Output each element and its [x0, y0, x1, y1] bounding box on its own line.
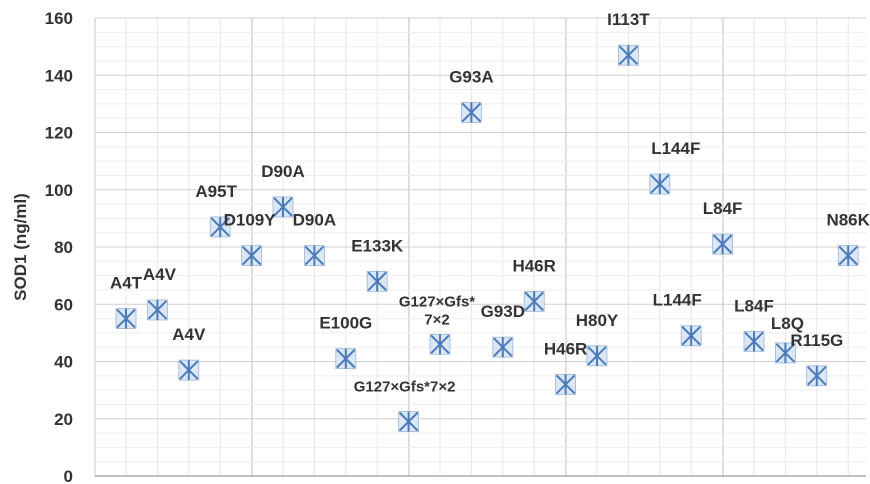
point-label: D90A — [293, 211, 336, 230]
point-labels: A4T A4VA4VA95TD109YD90AD90AE100GE133KG127… — [110, 10, 870, 395]
y-tick-label: 0 — [64, 467, 73, 484]
point-label: I113T — [607, 10, 650, 29]
data-point — [649, 173, 671, 195]
point-label: D90A — [261, 162, 304, 181]
data-points — [115, 44, 859, 433]
point-label: G93A — [449, 67, 493, 86]
point-label: L8Q — [771, 314, 804, 333]
data-point — [806, 365, 828, 387]
point-label: R115G — [790, 331, 843, 350]
point-label: H46R — [544, 339, 587, 358]
point-label: G127×Gfs* — [399, 293, 475, 310]
data-point — [680, 325, 702, 347]
point-label: L84F — [734, 296, 774, 315]
data-point — [492, 336, 514, 358]
data-point — [115, 308, 137, 329]
data-point — [775, 342, 796, 364]
data-point — [712, 233, 733, 255]
y-tick-label: 100 — [45, 181, 73, 200]
data-point — [460, 102, 482, 123]
point-label-line2: 7×2 — [424, 311, 449, 328]
point-label: A95T — [195, 182, 237, 201]
point-label: A4V — [143, 265, 177, 284]
y-tick-label: 20 — [54, 410, 73, 429]
data-point — [555, 373, 576, 395]
point-label: D109Y — [224, 211, 277, 230]
point-label: E133K — [351, 236, 404, 255]
point-label: G93D — [481, 302, 525, 321]
data-point — [272, 196, 294, 218]
y-tick-label: 140 — [45, 66, 73, 85]
y-tick-label: 40 — [54, 353, 73, 372]
data-point — [303, 245, 325, 266]
y-tick-labels: 0 20 40 60 80 100 120 140 160 — [45, 9, 73, 484]
y-tick-label: 160 — [45, 9, 73, 28]
data-point — [209, 216, 231, 238]
point-label: G127×Gfs*7×2 — [354, 379, 456, 396]
data-point — [743, 331, 765, 352]
data-point — [586, 345, 608, 367]
y-tick-label: 120 — [45, 124, 73, 143]
point-label: A4V — [172, 325, 206, 344]
data-point — [618, 44, 639, 66]
point-label: N86K — [826, 211, 870, 230]
y-tick-label: 80 — [54, 238, 73, 257]
point-label: L144F — [651, 139, 700, 158]
data-point — [398, 411, 420, 433]
data-point — [241, 245, 263, 266]
point-label: A4T — [110, 274, 143, 293]
data-point — [837, 245, 859, 266]
data-point — [178, 359, 200, 381]
point-label: L144F — [653, 291, 702, 310]
grid — [94, 17, 866, 477]
y-axis-label: SOD1 (ng/ml) — [11, 193, 30, 301]
point-label: H46R — [512, 256, 555, 275]
data-point — [335, 348, 357, 370]
data-point — [429, 333, 451, 355]
data-point — [366, 270, 388, 292]
y-tick-label: 60 — [54, 295, 73, 314]
data-point — [146, 299, 168, 321]
data-point — [523, 290, 545, 312]
point-label: H80Y — [576, 311, 619, 330]
point-label: E100G — [319, 314, 372, 333]
point-label: L84F — [703, 199, 743, 218]
